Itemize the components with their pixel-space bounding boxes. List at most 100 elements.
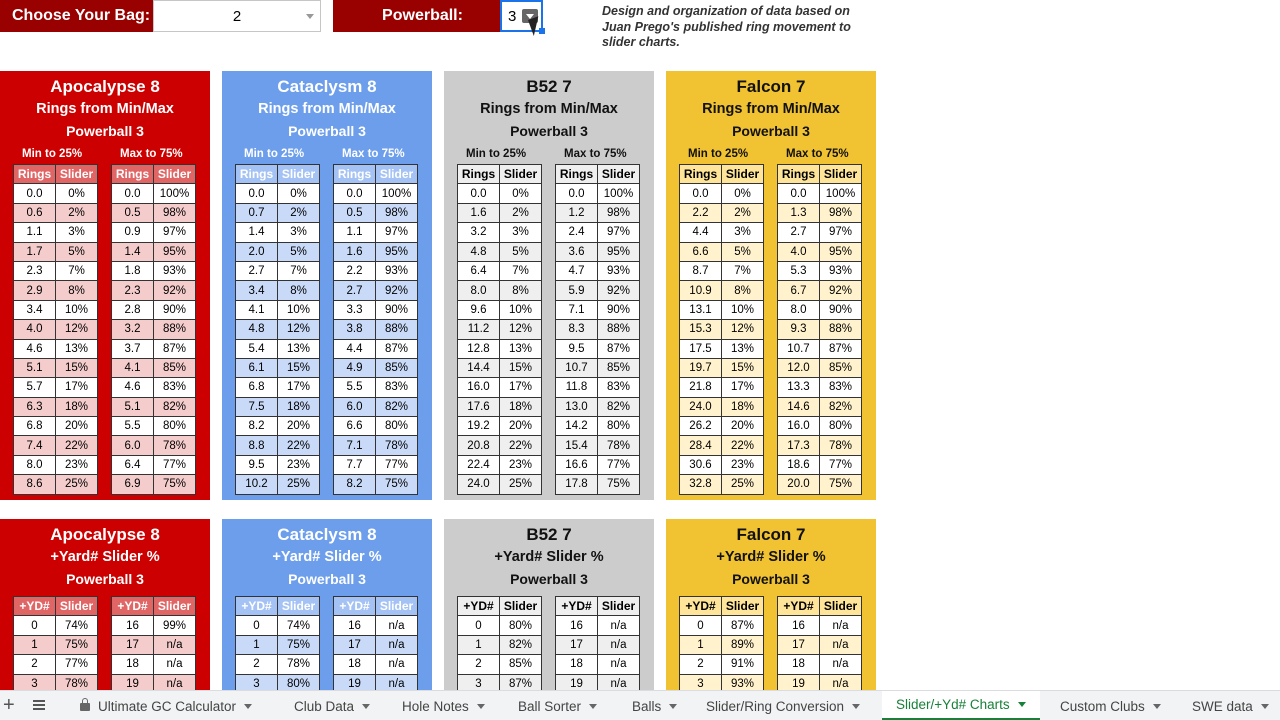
table-cell[interactable]: 93% (819, 260, 862, 282)
all-sheets-menu-icon[interactable] (33, 700, 45, 710)
table-cell[interactable]: 4.0 (13, 319, 56, 340)
table-cell[interactable]: 6.0 (111, 435, 154, 456)
table-cell[interactable]: 75% (375, 474, 418, 495)
table-cell[interactable]: n/a (597, 634, 640, 656)
table-cell[interactable]: 95% (597, 241, 640, 262)
table-cell[interactable]: 15% (277, 357, 320, 379)
table-cell[interactable]: 80% (153, 416, 196, 437)
table-cell[interactable]: 89% (721, 634, 764, 656)
table-cell[interactable]: 18% (277, 396, 320, 418)
table-cell[interactable]: 92% (819, 280, 862, 301)
table-cell[interactable]: 8% (55, 280, 98, 301)
table-cell[interactable]: 8.2 (235, 416, 278, 437)
table-cell[interactable]: 2.3 (111, 280, 154, 301)
table-cell[interactable]: 20% (55, 416, 98, 437)
table-cell[interactable]: 16 (111, 615, 154, 636)
table-cell[interactable]: 75% (277, 634, 320, 656)
table-cell[interactable]: 13% (55, 338, 98, 359)
table-cell[interactable]: 1.1 (333, 222, 376, 243)
table-cell[interactable]: 10% (277, 299, 320, 321)
table-cell[interactable]: 2.2 (679, 202, 722, 224)
table-cell[interactable]: 0 (679, 615, 722, 636)
table-cell[interactable]: 9.6 (457, 299, 500, 321)
table-cell[interactable]: 2.4 (555, 222, 598, 243)
table-cell[interactable]: 7.1 (333, 435, 376, 456)
table-cell[interactable]: 1.2 (555, 202, 598, 224)
table-cell[interactable]: 77% (55, 654, 98, 675)
table-cell[interactable]: 87% (819, 338, 862, 359)
table-cell[interactable]: 17.5 (679, 338, 722, 359)
table-cell[interactable]: 88% (819, 319, 862, 340)
table-cell[interactable]: 87% (597, 338, 640, 359)
table-cell[interactable]: 6.6 (679, 241, 722, 262)
table-cell[interactable]: 5.7 (13, 377, 56, 398)
table-cell[interactable]: 18 (555, 654, 598, 675)
table-cell[interactable]: 78% (153, 435, 196, 456)
table-cell[interactable]: 0.0 (679, 183, 722, 204)
sheet-tab[interactable]: Ultimate GC Calculator (66, 691, 272, 720)
table-cell[interactable]: 77% (375, 454, 418, 476)
table-cell[interactable]: 6.7 (777, 280, 820, 301)
table-cell[interactable]: 3.2 (457, 222, 500, 243)
table-cell[interactable]: 95% (153, 241, 196, 262)
table-cell[interactable]: 82% (375, 396, 418, 418)
table-cell[interactable]: 1.6 (457, 202, 500, 224)
table-cell[interactable]: 77% (597, 454, 640, 476)
table-cell[interactable]: 93% (153, 260, 196, 282)
table-cell[interactable]: 6.6 (333, 416, 376, 437)
chevron-down-icon[interactable] (1260, 703, 1269, 709)
table-cell[interactable]: 98% (597, 202, 640, 224)
table-cell[interactable]: 97% (375, 222, 418, 243)
table-cell[interactable]: 0 (13, 615, 56, 636)
table-cell[interactable]: 80% (597, 416, 640, 437)
table-cell[interactable]: 97% (597, 222, 640, 243)
table-cell[interactable]: 2.7 (333, 280, 376, 301)
table-cell[interactable]: n/a (597, 615, 640, 636)
table-cell[interactable]: 28.4 (679, 435, 722, 456)
table-cell[interactable]: 83% (375, 377, 418, 398)
table-cell[interactable]: 3% (721, 222, 764, 243)
table-cell[interactable]: n/a (819, 654, 862, 675)
table-cell[interactable]: 98% (819, 202, 862, 224)
table-cell[interactable]: 77% (819, 454, 862, 476)
table-cell[interactable]: 15.3 (679, 319, 722, 340)
table-cell[interactable]: 9.3 (777, 319, 820, 340)
table-cell[interactable]: 95% (375, 241, 418, 262)
table-cell[interactable]: 2.9 (13, 280, 56, 301)
table-cell[interactable]: 12% (277, 319, 320, 340)
table-cell[interactable]: 3.4 (235, 280, 278, 301)
table-cell[interactable]: n/a (153, 673, 196, 691)
table-cell[interactable]: 13.0 (555, 396, 598, 418)
table-cell[interactable]: 0 (235, 615, 278, 636)
sheet-tab[interactable]: Custom Clubs (1046, 691, 1170, 720)
table-cell[interactable]: 85% (499, 654, 542, 675)
table-cell[interactable]: 95% (819, 241, 862, 262)
table-cell[interactable]: 4.6 (111, 377, 154, 398)
table-cell[interactable]: 26.2 (679, 416, 722, 437)
table-cell[interactable]: 78% (375, 435, 418, 456)
table-cell[interactable]: 4.7 (555, 260, 598, 282)
table-cell[interactable]: 7.7 (333, 454, 376, 476)
table-cell[interactable]: 83% (819, 377, 862, 398)
table-cell[interactable]: 17 (111, 634, 154, 656)
table-cell[interactable]: 5% (721, 241, 764, 262)
table-cell[interactable]: 92% (597, 280, 640, 301)
table-cell[interactable]: 2 (13, 654, 56, 675)
bag-dropdown[interactable]: 2 (153, 0, 321, 32)
table-cell[interactable]: 5.1 (111, 396, 154, 418)
table-cell[interactable]: 90% (375, 299, 418, 321)
table-cell[interactable]: 22.4 (457, 454, 500, 476)
table-cell[interactable]: 14.6 (777, 396, 820, 418)
table-cell[interactable]: 74% (55, 615, 98, 636)
table-cell[interactable]: 23% (499, 454, 542, 476)
table-cell[interactable]: n/a (819, 615, 862, 636)
table-cell[interactable]: 10.2 (235, 474, 278, 495)
sheet-tab[interactable]: Balls (618, 691, 684, 720)
table-cell[interactable]: 0% (721, 183, 764, 204)
table-cell[interactable]: 0.0 (457, 183, 500, 204)
table-cell[interactable]: 3 (13, 673, 56, 691)
table-cell[interactable]: 8.6 (13, 474, 56, 495)
table-cell[interactable]: 75% (55, 634, 98, 656)
table-cell[interactable]: 0.0 (111, 183, 154, 204)
table-cell[interactable]: 24.0 (679, 396, 722, 418)
